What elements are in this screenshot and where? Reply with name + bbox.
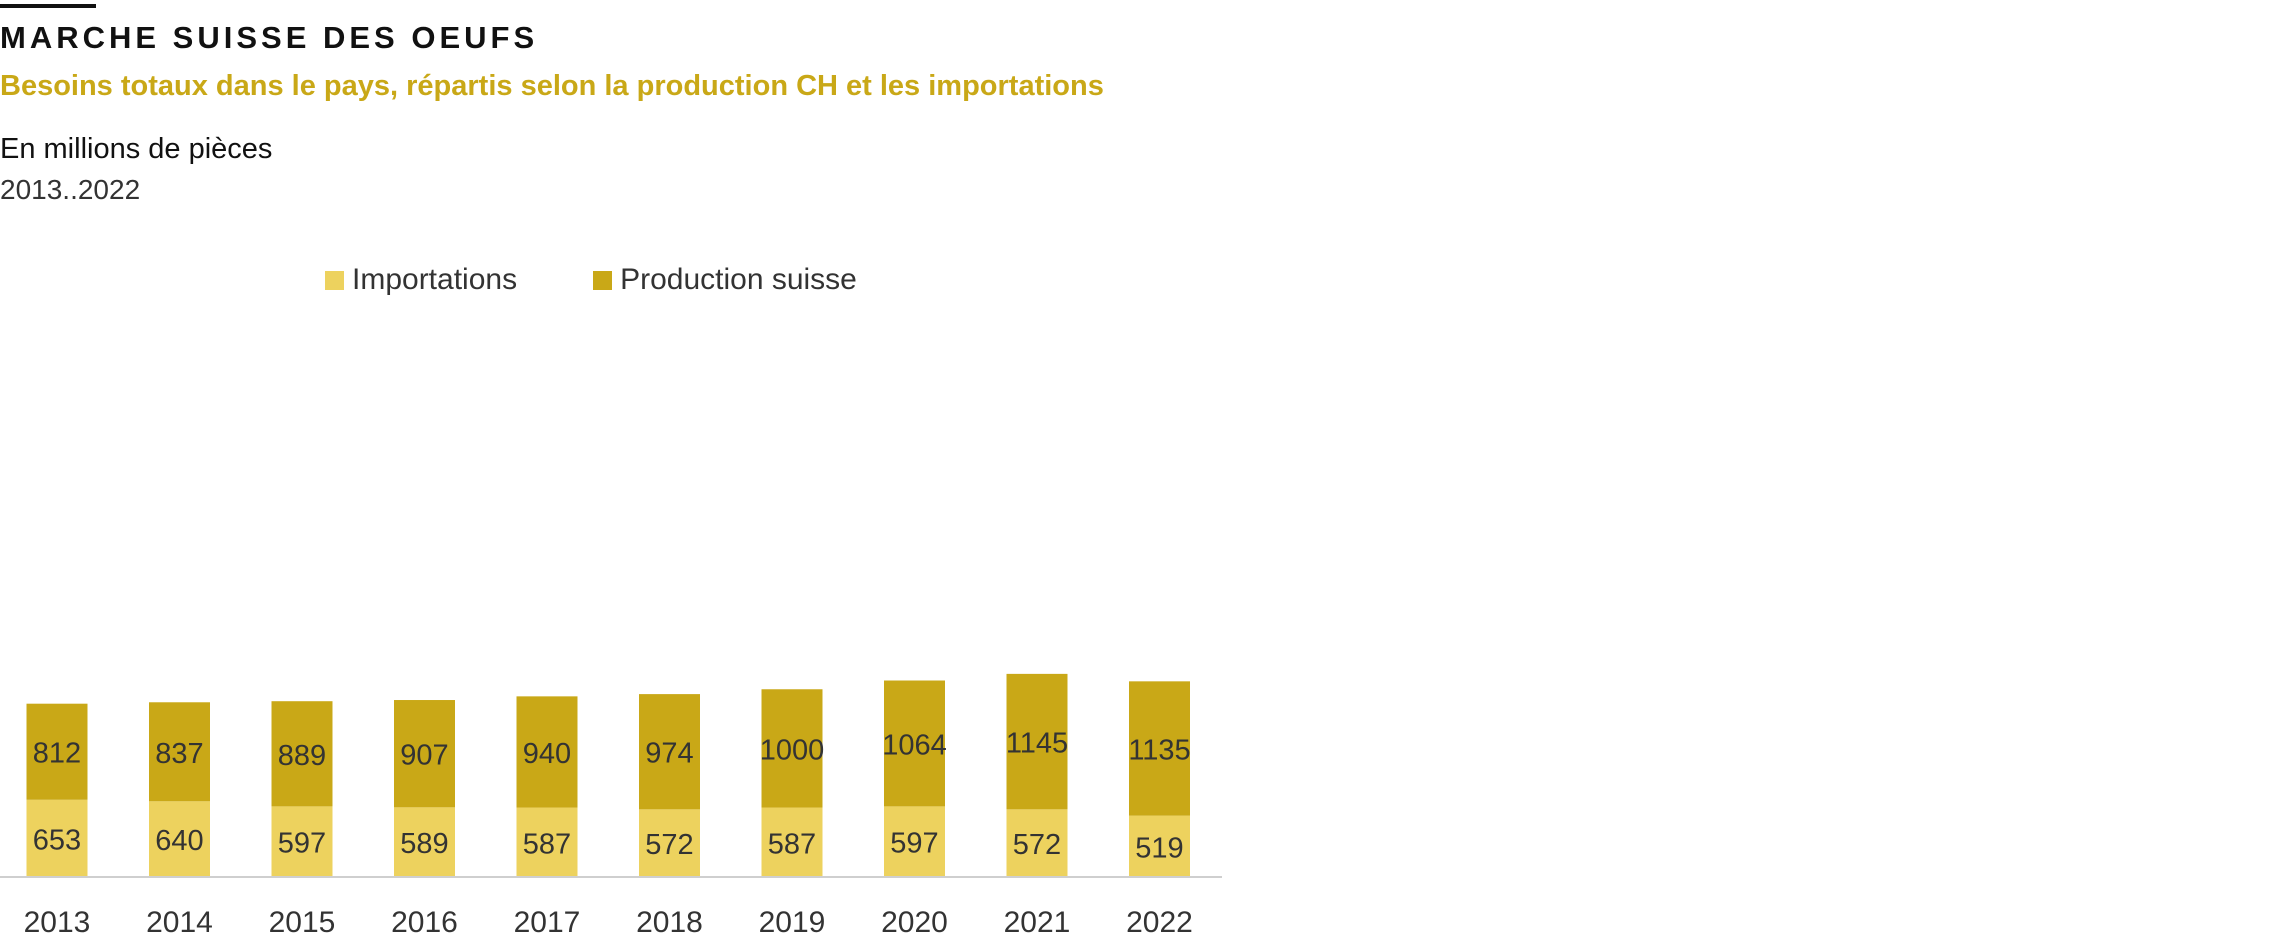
legend-label-production: Production suisse [620,263,857,296]
legend: Importations Production suisse [325,260,933,300]
bar-production-2013 [26,703,88,800]
period-label: 2013..2022 [0,174,141,205]
data-label-importations-2021: 572 [1013,829,1061,861]
unit-label: En millions de pièces [0,133,273,165]
bar-importations-2014 [149,801,210,877]
data-label-production-2020: 1064 [882,729,947,761]
title-rule [0,4,96,8]
bar-production-2017 [516,696,578,808]
bar-production-2016 [394,700,455,808]
data-label-importations-2022: 519 [1135,832,1183,864]
bar-importations-2018 [639,809,700,877]
bar-production-2015 [271,701,333,807]
data-label-importations-2016: 589 [400,828,448,860]
data-label-production-2022: 1135 [1128,734,1190,766]
data-label-production-2017: 940 [523,738,571,770]
bar-production-2021 [1006,673,1068,810]
legend-label-importations: Importations [352,263,518,296]
data-label-importations-2014: 640 [155,825,203,857]
data-label-importations-2018: 572 [645,829,693,861]
bar-production-2019 [761,689,823,808]
x-tick-label-2014: 2014 [146,906,213,939]
data-label-importations-2019: 587 [768,828,816,860]
bar-importations-2021 [1006,809,1068,877]
data-label-production-2013: 812 [33,738,81,770]
data-label-production-2019: 1000 [760,734,825,766]
bar-importations-2015 [271,806,333,877]
legend-swatch-production [593,270,613,290]
bar-production-2020 [884,680,945,807]
x-tick-label-2015: 2015 [269,906,336,939]
legend-item-production: Production suisse [593,263,857,297]
x-tick-label-2020: 2020 [881,906,948,939]
data-label-importations-2013: 653 [33,824,81,856]
data-label-importations-2017: 587 [523,828,571,860]
bar-importations-2019 [761,807,823,877]
x-tick-label-2019: 2019 [759,906,826,939]
data-label-importations-2015: 597 [278,828,326,860]
x-tick-label-2021: 2021 [1004,906,1071,939]
bar-importations-2013 [26,799,88,877]
legend-item-importations: Importations [325,263,517,297]
data-label-production-2021: 1145 [1006,728,1068,760]
bar-importations-2020 [884,806,945,877]
bar-importations-2016 [394,807,455,877]
chart-title: MARCHE SUISSE DES OEUFS [0,20,539,55]
data-label-production-2015: 889 [278,740,326,772]
x-tick-label-2016: 2016 [391,906,458,939]
data-label-production-2014: 837 [155,738,203,770]
bar-importations-2017 [516,807,578,877]
bar-importations-2022 [1129,815,1190,877]
x-tick-label-2022: 2022 [1126,906,1193,939]
data-label-importations-2020: 597 [890,828,938,860]
x-tick-label-2017: 2017 [514,906,581,939]
x-tick-label-2018: 2018 [636,906,703,939]
x-tick-label-2013: 2013 [24,906,91,939]
data-label-production-2018: 974 [645,738,693,770]
chart-subtitle: Besoins totaux dans le pays, répartis se… [0,70,1104,102]
bar-production-2014 [149,702,210,802]
bar-production-2022 [1129,681,1190,816]
data-label-production-2016: 907 [400,740,448,772]
legend-swatch-importations [325,270,344,290]
bar-production-2018 [639,694,700,810]
